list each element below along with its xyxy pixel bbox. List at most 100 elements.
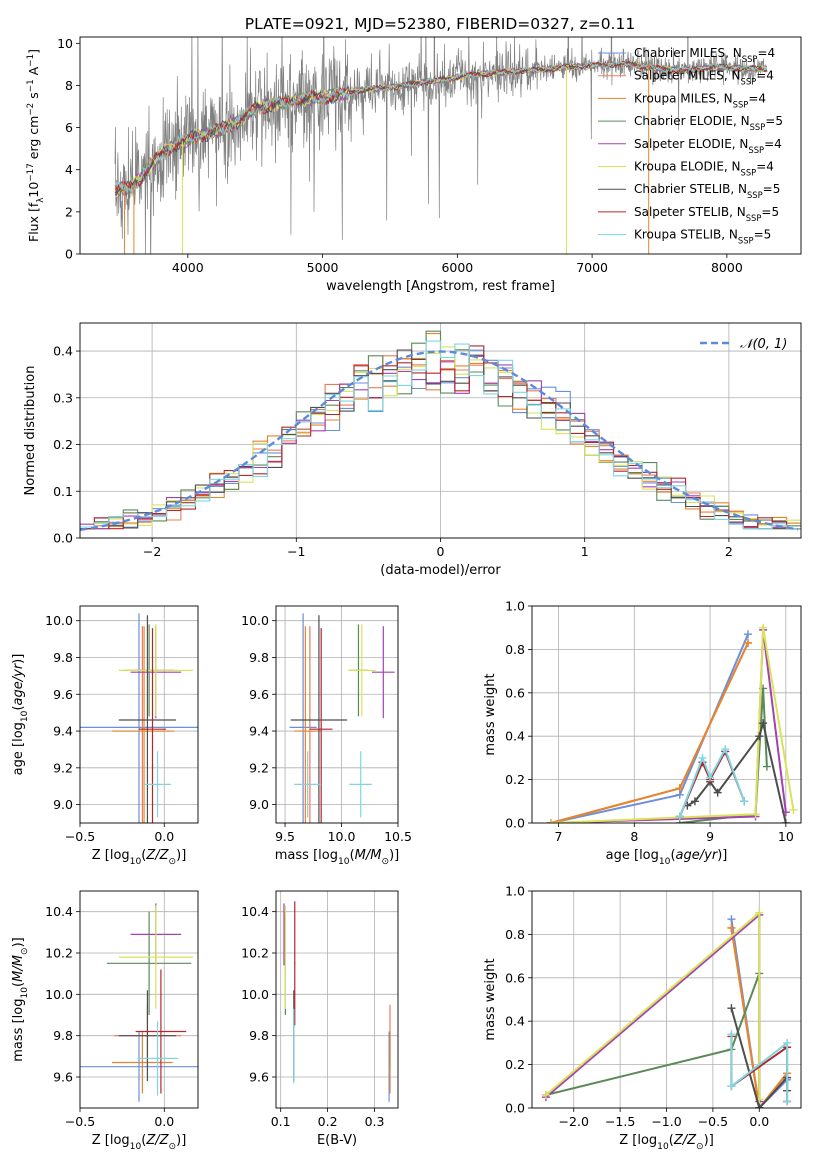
- weight-point-marker: [675, 812, 684, 821]
- x-tick-label: 9: [706, 829, 714, 844]
- spectrum-data-line: [114, 37, 768, 254]
- histogram-step-7: [80, 345, 801, 530]
- x-tick-label: 2: [725, 544, 733, 559]
- weight-point-marker: [755, 1104, 764, 1108]
- y-tick-label: 9.8: [249, 650, 269, 665]
- plot-area-age_vs_mass: [289, 613, 395, 823]
- legend-entry: Chabrier MILES, NSSP=4: [634, 46, 775, 64]
- y-tick-label: 9.4: [249, 724, 269, 739]
- plot-area-mass_vs_ebv: [283, 901, 391, 1102]
- axes-mass_vs_ebv: 0.1 0.2 0.3 9.6 9.8 10.0 10.2 10.4 E(B-V): [241, 890, 399, 1148]
- y-tick-label: 0.0: [505, 1101, 525, 1116]
- plot-area-weight_vs_Z: [541, 908, 792, 1108]
- x-tick-label: −1: [287, 544, 305, 559]
- axes-frame: [79, 322, 802, 539]
- y-tick-label: 0.8: [505, 927, 525, 942]
- y-tick-label: 8: [65, 78, 73, 93]
- y-tick-label: 4: [65, 162, 73, 177]
- weight-point-marker: [727, 1004, 736, 1013]
- weight-line-3: [545, 973, 761, 1108]
- weight-point-marker: [698, 753, 707, 762]
- y-tick-label: 9.2: [249, 760, 269, 775]
- y-tick-label: 1.0: [505, 884, 525, 899]
- axes-frame: [531, 605, 802, 824]
- x-axis-label: Z [log10(Z/Z⊙)]: [92, 1133, 187, 1152]
- y-axis-label: mass weight: [483, 958, 498, 1040]
- y-tick-label: 9.8: [53, 1028, 73, 1043]
- x-tick-label: 0.1: [271, 1114, 291, 1129]
- y-tick-label: 1.0: [505, 599, 525, 614]
- y-tick-label: 0.2: [505, 1057, 525, 1072]
- y-tick-label: 10.4: [45, 904, 73, 919]
- weight-line-0: [550, 633, 749, 823]
- weight-line-8: [730, 1034, 789, 1102]
- x-tick-label: 0.0: [154, 829, 174, 844]
- y-tick-label: 10.0: [45, 613, 73, 628]
- y-tick-label: 10.0: [241, 987, 269, 1002]
- x-tick-label: −2: [143, 544, 161, 559]
- y-tick-label: 0.6: [505, 685, 525, 700]
- plot-area-mass_vs_Z: [80, 903, 198, 1102]
- y-tick-label: 9.8: [249, 1028, 269, 1043]
- y-tick-label: 10.4: [241, 904, 269, 919]
- weight-point-marker: [546, 819, 555, 823]
- weight-point-marker: [762, 762, 771, 771]
- legend-entry: Kroupa MILES, NSSP=4: [634, 91, 766, 109]
- y-axis-label: Normed distribution: [23, 366, 38, 496]
- y-tick-label: 9.2: [53, 760, 73, 775]
- weight-point-marker: [789, 805, 798, 814]
- x-tick-label: −0.5: [65, 1114, 95, 1129]
- weight-point-marker: [706, 773, 715, 782]
- y-tick-label: 0.4: [505, 729, 525, 744]
- y-tick-label: 0.2: [505, 772, 525, 787]
- y-tick-label: 9.6: [249, 1070, 269, 1085]
- y-tick-label: 9.6: [53, 1070, 73, 1085]
- x-tick-label: 9.5: [275, 829, 295, 844]
- x-tick-label: 6000: [441, 260, 473, 275]
- legend-entry: 𝒩(0, 1): [740, 337, 787, 352]
- y-axis-label: age [log10(age/yr)]: [11, 654, 30, 776]
- weight-point-marker: [781, 819, 790, 823]
- y-tick-label: 10.2: [241, 946, 269, 961]
- x-tick-label: −0.5: [698, 1114, 728, 1129]
- x-axis-label: Z [log10(Z/Z⊙)]: [619, 1133, 714, 1152]
- axes-frame: [275, 890, 399, 1109]
- axes-mass_vs_Z: −0.5 0.0 9.6 9.8 10.0 10.2 10.4 Z [log10(Z/Z⊙)]…: [11, 890, 199, 1152]
- y-tick-label: 0.4: [53, 344, 73, 359]
- y-tick-label: 2: [65, 204, 73, 219]
- histogram-step-6: [80, 349, 801, 530]
- weight-point-marker: [743, 638, 752, 647]
- weight-point-marker: [727, 915, 736, 924]
- x-tick-label: 7: [555, 829, 563, 844]
- y-tick-label: 10.0: [45, 987, 73, 1002]
- weight-point-marker: [751, 810, 760, 819]
- weight-point-marker: [755, 908, 764, 917]
- weight-line-4: [545, 912, 761, 1102]
- y-tick-label: 9.0: [53, 797, 73, 812]
- weight-point-marker: [783, 1038, 792, 1047]
- x-tick-label: 8: [630, 829, 638, 844]
- histogram-step-8: [80, 340, 801, 530]
- x-axis-label: wavelength [Angstrom, rest frame]: [326, 279, 555, 294]
- x-axis-label: (data-model)/error: [380, 563, 501, 578]
- gaussian-curve: [80, 350, 799, 531]
- model-line-8: [114, 60, 768, 194]
- y-tick-label: 0.0: [505, 816, 525, 831]
- spectrum-legend: Chabrier MILES, NSSP=4 Salpeter MILES, NS…: [598, 46, 783, 246]
- x-tick-label: 0.0: [154, 1114, 174, 1129]
- legend-entry: Salpeter MILES, NSSP=4: [634, 69, 774, 87]
- weight-point-marker: [541, 1090, 550, 1099]
- axes-age_vs_Z: −0.5 0.0 9.0 9.2 9.4 9.6 9.8 10.0 Z [log10(Z/Z⊙)…: [11, 605, 199, 867]
- axes-age_vs_mass: 9.5 10.0 10.5 9.0 9.2 9.4 9.6 9.8 10.0 mass [log1…: [241, 605, 412, 867]
- weight-point-marker: [690, 797, 699, 806]
- y-axis-label: Flux [fλ10−17 erg cm−2 s−1 A−1]: [26, 49, 46, 242]
- x-tick-label: 8000: [711, 260, 743, 275]
- figure-title: PLATE=0921, MJD=52380, FIBERID=0327, z=0…: [245, 15, 635, 33]
- x-tick-label: 0: [437, 544, 445, 559]
- weight-point-marker: [713, 788, 722, 797]
- axes-frame: [79, 605, 199, 824]
- y-tick-label: 6: [65, 120, 73, 135]
- weight-line-6: [686, 719, 787, 823]
- weight-point-marker: [759, 719, 768, 728]
